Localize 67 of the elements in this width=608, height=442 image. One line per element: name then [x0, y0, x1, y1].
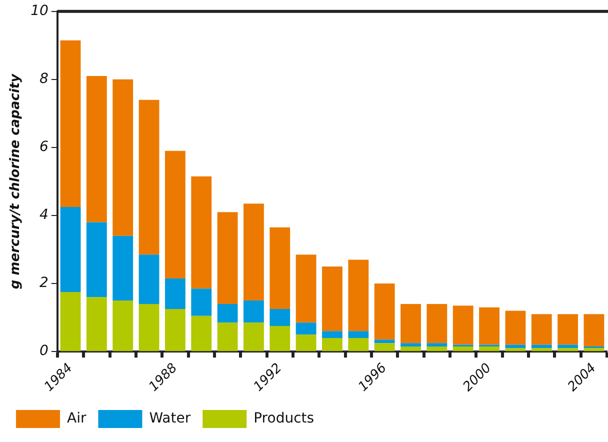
bar — [558, 314, 578, 345]
bar — [296, 322, 316, 335]
y-tick-label: 8 — [39, 71, 48, 88]
bar — [138, 304, 160, 352]
bar — [400, 343, 421, 346]
bar — [479, 346, 500, 352]
bar — [217, 212, 238, 304]
bar — [348, 338, 369, 352]
bar — [244, 204, 264, 301]
bar — [164, 309, 186, 352]
bar — [191, 176, 212, 289]
legend-label: Air — [67, 410, 86, 427]
bar — [86, 222, 107, 298]
bar — [112, 236, 134, 301]
y-tick-label: 10 — [30, 3, 48, 20]
bar — [270, 227, 290, 310]
bar — [191, 316, 212, 352]
bar — [426, 343, 448, 346]
bar — [244, 300, 264, 323]
bar — [348, 260, 369, 332]
bar — [374, 340, 395, 344]
bar — [374, 284, 395, 340]
bar — [60, 40, 81, 207]
bar — [400, 304, 421, 344]
bar — [138, 100, 160, 255]
bar — [191, 288, 212, 316]
bar — [558, 348, 578, 352]
bar — [479, 307, 500, 345]
bar — [322, 266, 342, 332]
bar — [452, 306, 474, 345]
bar — [164, 278, 186, 310]
bar — [505, 348, 526, 352]
bar — [86, 297, 107, 352]
bar — [244, 322, 264, 352]
bar — [164, 150, 186, 278]
y-tick-label: 0 — [39, 343, 48, 360]
bar — [374, 343, 395, 352]
bar — [505, 310, 526, 345]
bar — [322, 331, 342, 338]
bar — [584, 348, 604, 352]
bar — [452, 346, 474, 352]
bar — [531, 348, 552, 352]
bar — [112, 79, 134, 236]
legend-label: Products — [254, 410, 314, 427]
y-tick-label: 2 — [39, 275, 48, 292]
bar — [426, 346, 448, 352]
bar — [296, 254, 316, 323]
bar — [400, 346, 421, 352]
bar — [270, 309, 290, 326]
y-axis-title: g mercury/t chlorine capacity — [8, 73, 24, 290]
bar — [86, 76, 107, 222]
y-tick-label: 4 — [39, 207, 48, 224]
bar — [138, 254, 160, 304]
bar — [322, 338, 342, 352]
bar — [348, 331, 369, 338]
bar — [60, 292, 81, 352]
bar — [584, 314, 604, 346]
bar — [112, 300, 134, 352]
bar — [531, 314, 552, 345]
bar — [296, 334, 316, 352]
legend-label: Water — [149, 410, 191, 427]
bar — [217, 304, 238, 323]
bar — [426, 304, 448, 344]
y-tick-label: 6 — [39, 139, 48, 156]
bar — [60, 207, 81, 292]
bar — [217, 322, 238, 352]
bar — [270, 326, 290, 352]
